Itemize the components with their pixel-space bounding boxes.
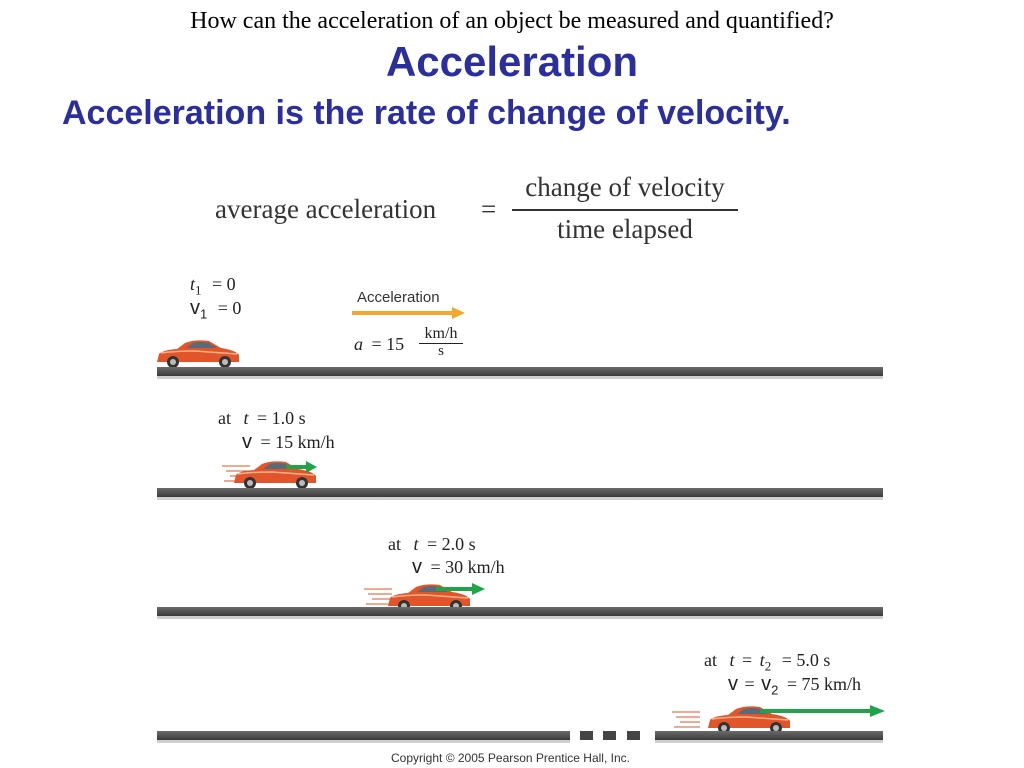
- acceleration-unit-denominator: s: [438, 343, 444, 359]
- panel1-time: t1 = 0: [190, 274, 236, 298]
- velocity-arrow-panel2: [286, 461, 317, 473]
- road-2: [157, 488, 883, 497]
- formula-lhs: average acceleration: [215, 194, 437, 224]
- road-gap-dash-2: [603, 731, 616, 740]
- panel3-velocity: v = 30 km/h: [412, 556, 505, 578]
- acceleration-unit-bar: [419, 343, 463, 344]
- velocity-arrow-panel3: [436, 583, 485, 595]
- car-panel1: [156, 339, 240, 369]
- road-4-left-shadow: [157, 740, 570, 743]
- road-gap-dash-3: [627, 731, 640, 740]
- slide-title: Acceleration: [385, 38, 639, 85]
- formula-equals: =: [481, 194, 497, 224]
- formula-numerator: change of velocity: [525, 172, 725, 202]
- slide-subtitle: Acceleration is the rate of change of ve…: [62, 94, 791, 132]
- acceleration-unit-numerator: km/h: [424, 325, 458, 342]
- road-3-shadow: [157, 616, 883, 619]
- copyright-notice: Copyright © 2005 Pearson Prentice Hall, …: [391, 751, 630, 765]
- road-4-right: [655, 731, 883, 740]
- panel3-time: at t = 2.0 s: [388, 534, 476, 554]
- road-4-left: [157, 731, 570, 740]
- question-heading: How can the acceleration of an object be…: [190, 8, 834, 34]
- panel4-velocity: v = v2 = 75 km/h: [728, 673, 862, 698]
- acceleration-arrow: [352, 307, 465, 319]
- panel2-time: at t = 1.0 s: [218, 408, 306, 428]
- panel1-velocity: v1 = 0: [190, 297, 242, 322]
- acceleration-value: a = 15: [354, 334, 405, 354]
- formula-fraction-bar: [512, 209, 738, 211]
- road-2-shadow: [157, 497, 883, 500]
- road-1-shadow: [157, 376, 883, 379]
- road-4-right-shadow: [655, 740, 883, 743]
- speed-lines-panel4: [672, 711, 701, 728]
- acceleration-arrow-label: Acceleration: [357, 289, 440, 306]
- road-gap-dash-1: [580, 731, 593, 740]
- formula-denominator: time elapsed: [557, 214, 693, 244]
- road-3: [157, 607, 883, 616]
- panel2-velocity: v = 15 km/h: [242, 431, 335, 453]
- velocity-arrow-panel4: [760, 705, 885, 717]
- panel4-time: at t = t2 = 5.0 s: [704, 650, 831, 674]
- road-1: [157, 367, 883, 376]
